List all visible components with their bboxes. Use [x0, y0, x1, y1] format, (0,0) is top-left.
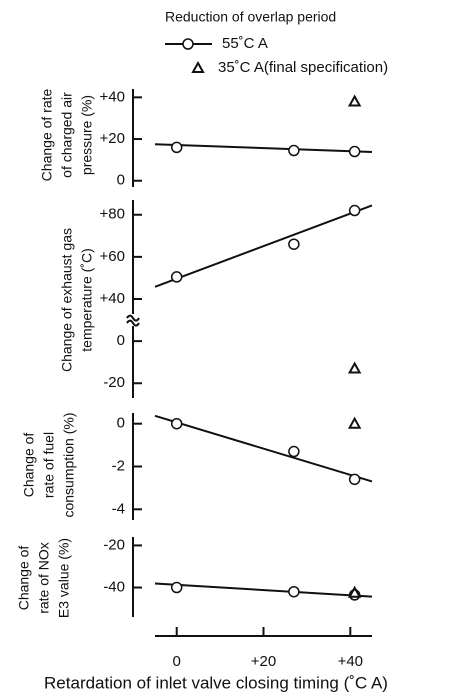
circle-marker — [288, 445, 300, 458]
circle-marker — [348, 204, 361, 217]
y-axis-title: of charged air — [59, 92, 75, 178]
y-axis-title: Change of rate — [39, 88, 55, 181]
circle-marker — [288, 238, 300, 250]
circle-marker — [288, 144, 300, 157]
y-tick-label: 0 — [117, 172, 125, 189]
circle-marker — [170, 581, 183, 594]
y-tick-label: 0 — [117, 415, 125, 432]
circle-marker — [170, 271, 183, 283]
triangle-marker — [347, 94, 362, 107]
x-axis-title: Retardation of inlet valve closing timin… — [44, 673, 388, 692]
x-tick-label: 0 — [173, 653, 181, 670]
y-axis-title: Change of exhaust gas — [59, 228, 75, 372]
legend-label: 55˚C A — [222, 35, 268, 52]
trend-line — [154, 414, 373, 483]
triangle-marker — [347, 361, 362, 374]
circle-marker — [348, 145, 361, 158]
circle-marker — [348, 473, 361, 486]
x-tick-label: +40 — [338, 653, 363, 670]
circle-marker — [170, 141, 183, 154]
axis-break — [126, 314, 140, 327]
y-tick-label: 0 — [117, 332, 125, 349]
y-tick-label: +80 — [100, 206, 125, 223]
y-tick-label: -40 — [103, 578, 125, 595]
y-axis-title: rate of fuel — [41, 432, 57, 498]
y-axis-title: E3 value (%) — [56, 538, 72, 618]
triangle-marker — [347, 416, 362, 429]
y-tick-label: +40 — [100, 88, 125, 105]
legend-title: Reduction of overlap period — [165, 9, 336, 25]
y-tick-label: +60 — [100, 248, 125, 265]
y-axis-title: rate of NOx — [36, 542, 52, 614]
circle-marker — [288, 585, 300, 598]
y-tick-label: -4 — [112, 500, 125, 517]
circle-marker — [182, 38, 194, 50]
y-tick-label: +40 — [100, 290, 125, 307]
y-tick-label: +20 — [100, 130, 125, 147]
circle-marker — [170, 417, 183, 430]
trend-line — [154, 582, 373, 598]
y-tick-label: -20 — [103, 374, 125, 391]
y-axis-title: Change of — [21, 433, 37, 498]
trend-line — [154, 143, 373, 153]
legend-label: 35˚C A(final specification) — [218, 59, 388, 76]
trend-line — [154, 204, 373, 288]
y-tick-label: -20 — [103, 536, 125, 553]
y-axis-title: temperature (˚C) — [79, 248, 95, 351]
triangle-marker — [191, 60, 205, 73]
y-tick-label: -2 — [112, 457, 125, 474]
y-axis-title: pressure (%) — [79, 95, 95, 175]
y-axis-title: Change of — [16, 546, 32, 611]
y-axis-title: consumption (%) — [61, 412, 77, 517]
x-tick-label: +20 — [251, 653, 276, 670]
triangle-marker — [347, 585, 362, 598]
